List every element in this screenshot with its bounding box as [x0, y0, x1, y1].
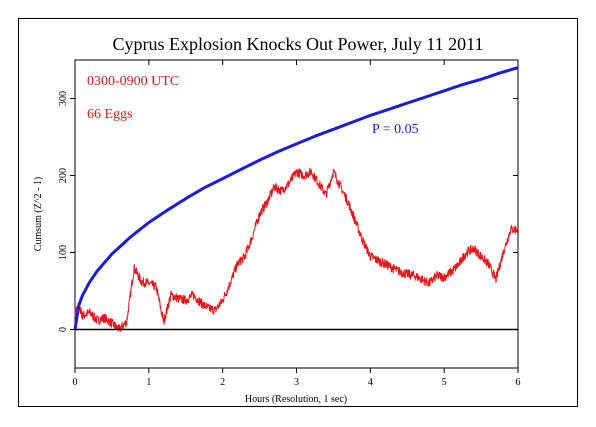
eggs-label: 66 Eggs [87, 107, 133, 122]
p-value-label: P = 0.05 [372, 122, 419, 137]
y-tick-label-3: 300 [58, 91, 69, 106]
x-tick-label-0: 0 [73, 377, 78, 388]
x-axis-label: Hours (Resolution, 1 sec) [245, 394, 347, 405]
x-tick-label-4: 4 [368, 377, 373, 388]
y-tick-label-1: 100 [58, 245, 69, 260]
x-tick-label-1: 1 [146, 377, 151, 388]
y-axis-label: Cumsum (Z^2 - 1) [33, 177, 44, 251]
chart-frame [18, 18, 578, 407]
p-value-envelope-line [73, 66, 519, 330]
chart-title: Cyprus Explosion Knocks Out Power, July … [113, 34, 484, 54]
y-tick-label-0: 0 [58, 327, 69, 332]
random-walk-line [74, 167, 519, 332]
y-tick-label-2: 200 [58, 168, 69, 183]
x-tick-label-3: 3 [294, 377, 299, 388]
plot-area [74, 59, 519, 369]
series-layer [73, 66, 519, 332]
y-axis: 0 100 200 300 [58, 91, 518, 332]
x-tick-label-6: 6 [516, 377, 521, 388]
time-range-label: 0300-0900 UTC [87, 74, 179, 89]
x-tick-label-2: 2 [220, 377, 225, 388]
x-axis: 0 1 2 3 4 5 6 [73, 60, 521, 388]
x-tick-label-5: 5 [442, 377, 447, 388]
